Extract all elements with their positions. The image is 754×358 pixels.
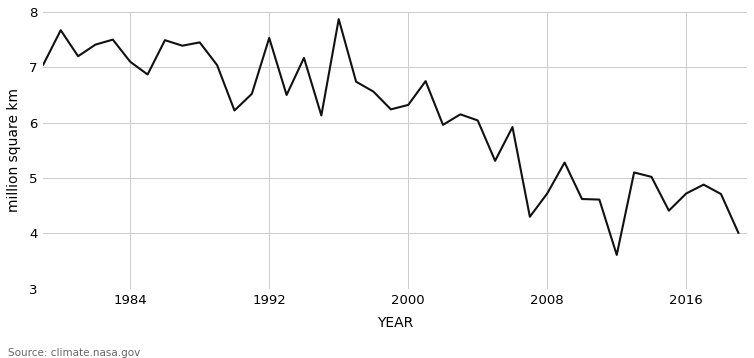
Text: Source: climate.nasa.gov: Source: climate.nasa.gov	[8, 348, 139, 358]
Y-axis label: million square km: million square km	[7, 88, 21, 212]
X-axis label: YEAR: YEAR	[377, 315, 413, 330]
